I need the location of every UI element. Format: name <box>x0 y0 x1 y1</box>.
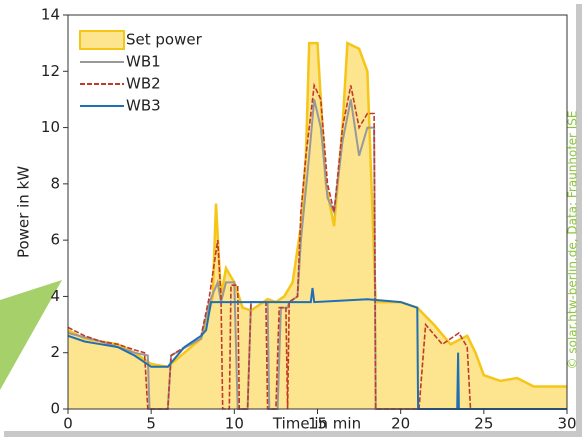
frame-shadow <box>4 431 582 437</box>
x-tick-label: 0 <box>63 415 73 433</box>
y-tick-label: 10 <box>41 118 60 136</box>
legend-label: WB1 <box>126 53 161 71</box>
y-tick-label: 8 <box>50 174 60 192</box>
y-tick-label: 6 <box>50 231 60 249</box>
x-tick-label: 15 <box>308 415 327 433</box>
x-tick-label: 30 <box>557 415 576 433</box>
y-tick-label: 2 <box>50 343 60 361</box>
x-axis-label: Time in min <box>272 415 361 433</box>
y-tick-label: 14 <box>41 6 60 24</box>
y-tick-label: 12 <box>41 62 60 80</box>
credit: © solar.htw-berlin.de, Data: Fraunhofer … <box>566 111 580 370</box>
x-tick-label: 5 <box>146 415 156 433</box>
legend-label: Set power <box>126 31 203 49</box>
legend-label: WB2 <box>126 75 161 93</box>
x-tick-label: 10 <box>225 415 244 433</box>
area <box>68 43 567 409</box>
series-line <box>67 82 567 410</box>
y-tick-label: 4 <box>50 287 60 305</box>
legend-label: WB3 <box>126 97 161 115</box>
frame-shadow <box>576 4 582 437</box>
legend-swatch <box>79 30 125 50</box>
x-tick-label: 20 <box>391 415 410 433</box>
decoration <box>0 280 62 390</box>
y-tick-label: 0 <box>50 400 60 418</box>
x-tick-label: 25 <box>474 415 493 433</box>
y-axis-label: Power in kW <box>15 166 33 258</box>
